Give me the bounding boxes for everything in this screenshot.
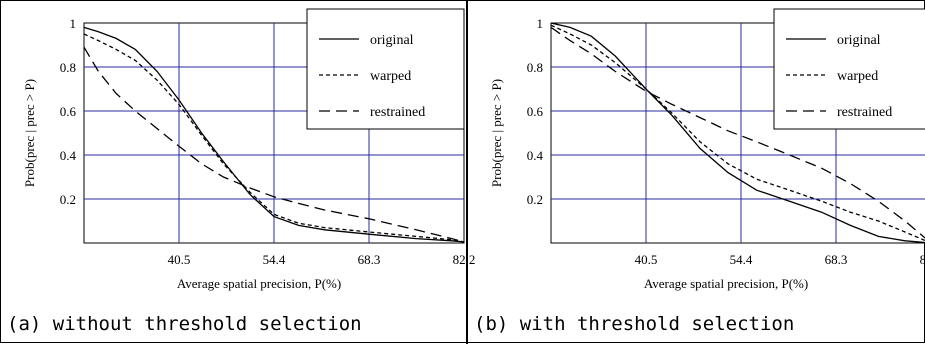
y-axis-label: Prob(prec | prec > P) — [22, 79, 37, 187]
x-axis-label: Average spatial precision, P(%) — [177, 276, 341, 291]
y-tick-label: 1 — [70, 16, 77, 31]
y-tick-label: 0.6 — [60, 104, 77, 119]
legend-box — [306, 8, 465, 130]
y-tick-label: 0.4 — [527, 148, 544, 163]
legend-label-original: original — [370, 33, 414, 48]
x-tick-label: 68.3 — [825, 252, 848, 267]
x-tick-label: 40.5 — [635, 252, 658, 267]
series-line-restrained — [83, 46, 465, 243]
x-tick-label: 68.3 — [358, 252, 381, 267]
panel-a: 1 0.8 0.6 0.4 0.2 40.5 54.4 68.3 82.2 Average spa… — [1, 1, 475, 344]
series-line-warped — [550, 24, 925, 242]
y-tick-label: 0.6 — [527, 104, 544, 119]
x-tick-label: 54.4 — [263, 252, 286, 267]
legend-label-restrained: restrained — [370, 105, 425, 120]
x-tick-label: 54.4 — [730, 252, 753, 267]
x-tick-label: 40.5 — [168, 252, 191, 267]
caption-b: (b) with threshold selection — [474, 313, 795, 335]
y-tick-label: 0.2 — [527, 192, 543, 207]
y-tick-label: 0.2 — [60, 192, 76, 207]
y-axis-label: Prob(prec | prec > P) — [489, 79, 504, 187]
legend-label-warped: warped — [370, 69, 411, 84]
y-tick-label: 0.4 — [60, 148, 77, 163]
legend-label-original: original — [837, 33, 881, 48]
y-tick-label: 0.8 — [527, 60, 543, 75]
series-line-original — [550, 22, 925, 244]
legend-box — [773, 8, 925, 130]
x-tick-label: 82.2 — [920, 252, 925, 267]
y-tick-label: 0.8 — [60, 60, 76, 75]
series-line-warped — [83, 33, 465, 243]
chart-a-svg: 1 0.8 0.6 0.4 0.2 40.5 54.4 68.3 82.2 Average spa… — [22, 8, 475, 291]
x-tick-label: 82.2 — [453, 252, 476, 267]
y-tick-label: 1 — [537, 16, 544, 31]
caption-a: (a) without threshold selection — [7, 313, 362, 335]
legend-label-warped: warped — [837, 69, 878, 84]
panel-b: 1 0.8 0.6 0.4 0.2 40.5 54.4 68.3 82.2 Average spa… — [466, 1, 925, 344]
series-line-restrained — [550, 26, 925, 239]
x-axis-label: Average spatial precision, P(%) — [644, 276, 808, 291]
legend-label-restrained: restrained — [837, 105, 892, 120]
chart-b-svg: 1 0.8 0.6 0.4 0.2 40.5 54.4 68.3 82.2 Average spa… — [489, 8, 925, 291]
